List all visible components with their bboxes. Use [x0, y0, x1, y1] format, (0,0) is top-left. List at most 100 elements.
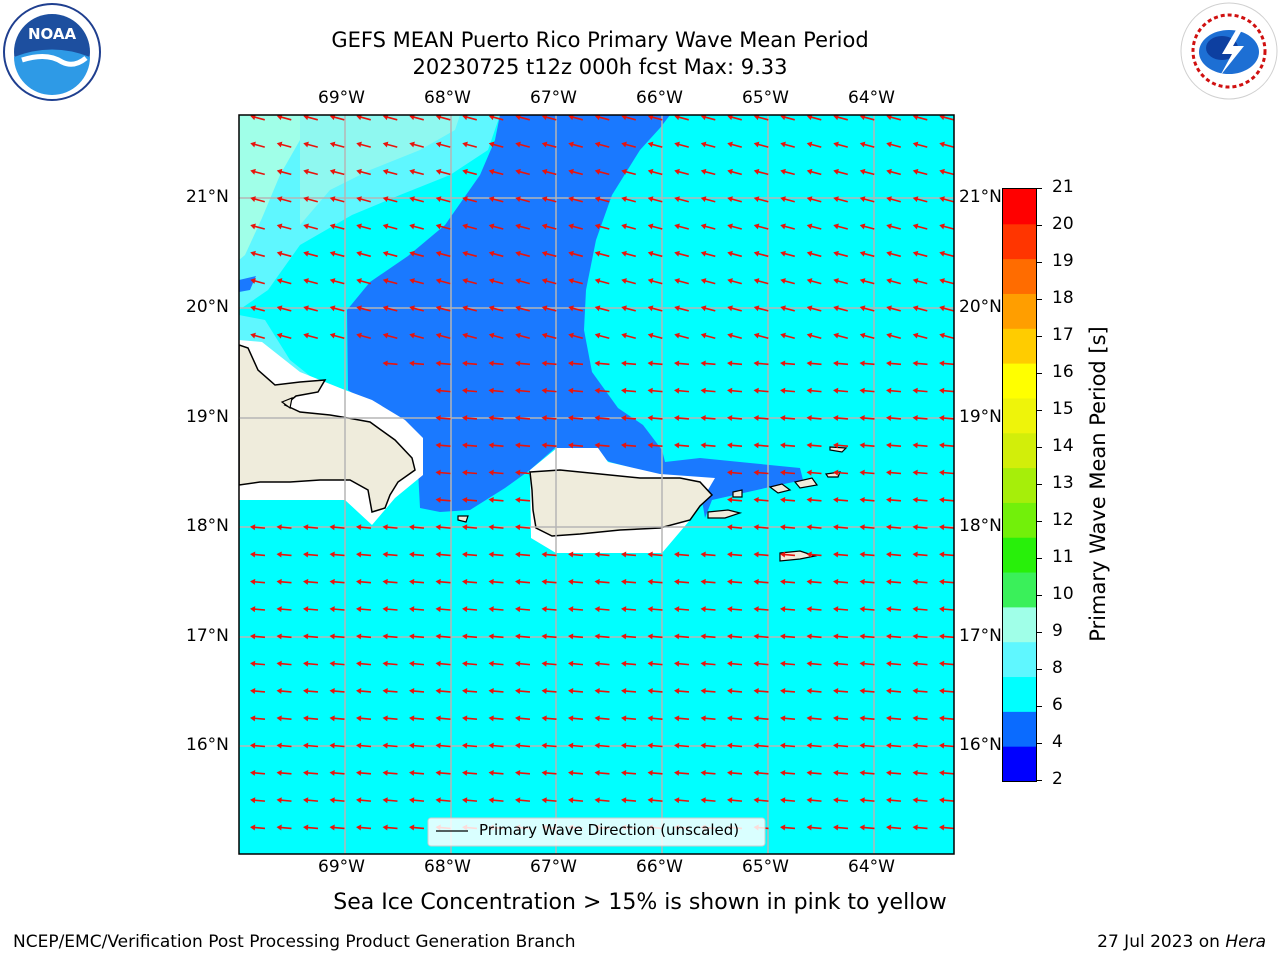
wave-arrow — [409, 633, 425, 640]
wave-arrow — [727, 578, 743, 585]
wave-arrow — [912, 551, 928, 558]
wave-arrow — [647, 660, 663, 667]
lat-label-left: 16°N — [186, 735, 229, 755]
wave-arrow — [409, 824, 425, 831]
wave-arrow — [329, 660, 345, 667]
wave-arrow — [780, 442, 796, 449]
wave-arrow — [780, 633, 796, 640]
wave-arrow — [886, 578, 902, 585]
wave-arrow — [621, 551, 637, 558]
colorbar-tick-mark — [1036, 705, 1042, 707]
wave-arrow — [488, 442, 504, 449]
wave-arrow — [859, 469, 875, 476]
wave-arrow — [621, 578, 637, 585]
wave-arrow — [409, 250, 424, 258]
wave-arrow — [806, 442, 822, 449]
wave-arrow — [568, 769, 584, 776]
wave-arrow — [541, 578, 557, 585]
wave-arrow — [409, 578, 425, 585]
wave-arrow — [568, 688, 584, 695]
wave-arrow — [541, 115, 557, 121]
wave-arrow — [939, 332, 954, 339]
wave-arrow — [806, 332, 822, 339]
wave-arrow — [462, 442, 478, 449]
wave-arrow — [541, 141, 557, 148]
chart-title: GEFS MEAN Puerto Rico Primary Wave Mean … — [331, 28, 869, 52]
wave-arrow — [382, 250, 398, 258]
wave-arrow — [727, 223, 742, 230]
colorbar-tick-mark — [1036, 446, 1042, 448]
wave-arrow — [806, 797, 822, 804]
wave-arrow — [250, 797, 266, 804]
wave-arrow — [621, 606, 637, 613]
wave-arrow — [753, 769, 769, 776]
wave-arrow — [329, 141, 345, 148]
wave-arrow — [382, 715, 398, 722]
wave-arrow — [939, 415, 954, 422]
wave-arrow — [833, 442, 849, 449]
wave-arrow — [276, 196, 292, 203]
wave-arrow — [753, 332, 769, 339]
colorbar-tick-label: 15 — [1052, 399, 1074, 419]
wave-arrow — [806, 769, 822, 776]
wave-arrow — [250, 196, 265, 203]
wave-arrow — [806, 196, 822, 203]
wave-arrow — [541, 387, 557, 394]
wave-arrow — [621, 633, 637, 640]
wave-arrow — [409, 660, 425, 667]
wave-arrow — [435, 387, 451, 394]
wave-arrow — [753, 606, 769, 613]
wave-arrow — [859, 551, 875, 558]
wave-arrow — [356, 332, 371, 339]
wave-arrow — [912, 305, 928, 312]
wave-arrow — [912, 797, 928, 804]
wave-arrow — [250, 715, 266, 722]
wave-arrow — [647, 332, 663, 339]
wave-arrow — [382, 168, 398, 176]
chart-subtitle-date: 20230725 t12z 000h fcst Max: 9.33 — [412, 55, 788, 79]
wave-arrow — [329, 742, 345, 749]
wave-arrow — [700, 551, 716, 558]
wave-arrow — [674, 606, 690, 613]
wave-arrow — [488, 715, 504, 722]
wave-arrow — [886, 332, 901, 339]
noaa-logo: NOAA — [2, 2, 102, 102]
colorbar-tick-mark — [1036, 631, 1042, 633]
wave-arrow — [594, 442, 610, 449]
footer-host: Hera — [1225, 932, 1266, 952]
wave-arrow — [435, 141, 451, 148]
wave-arrow — [912, 278, 928, 285]
land-hispaniola — [239, 344, 416, 513]
wave-arrow — [303, 223, 318, 230]
wave-arrow — [356, 278, 371, 285]
wave-arrow — [541, 196, 557, 203]
wave-arrow — [250, 524, 266, 531]
wave-arrow — [912, 660, 928, 667]
wave-arrow — [250, 742, 266, 749]
wave-arrow — [859, 250, 875, 258]
wave-arrow — [594, 606, 610, 613]
wave-arrow — [356, 250, 371, 258]
wave-arrow — [356, 141, 371, 148]
lon-label-bottom: 65°W — [742, 857, 789, 877]
wave-arrow — [912, 606, 928, 613]
wave-arrow — [382, 606, 398, 613]
wave-arrow — [621, 415, 637, 422]
wave-arrow — [647, 715, 663, 722]
wave-arrow — [780, 797, 796, 804]
wave-arrow — [276, 250, 292, 258]
wave-arrow — [727, 168, 742, 176]
wave-arrow — [541, 442, 557, 449]
wave-arrow — [462, 660, 478, 667]
lat-label-right: 19°N — [959, 407, 1002, 427]
wave-arrow — [886, 551, 902, 558]
wave-arrow — [329, 551, 345, 558]
wave-arrow — [780, 660, 796, 667]
wave-arrow — [886, 415, 902, 422]
wave-arrow — [647, 196, 663, 203]
wave-arrow — [409, 223, 424, 230]
wave-arrow — [674, 387, 690, 394]
wave-arrow — [674, 115, 689, 121]
wave-arrow — [886, 196, 901, 203]
wave-arrow — [621, 196, 636, 203]
